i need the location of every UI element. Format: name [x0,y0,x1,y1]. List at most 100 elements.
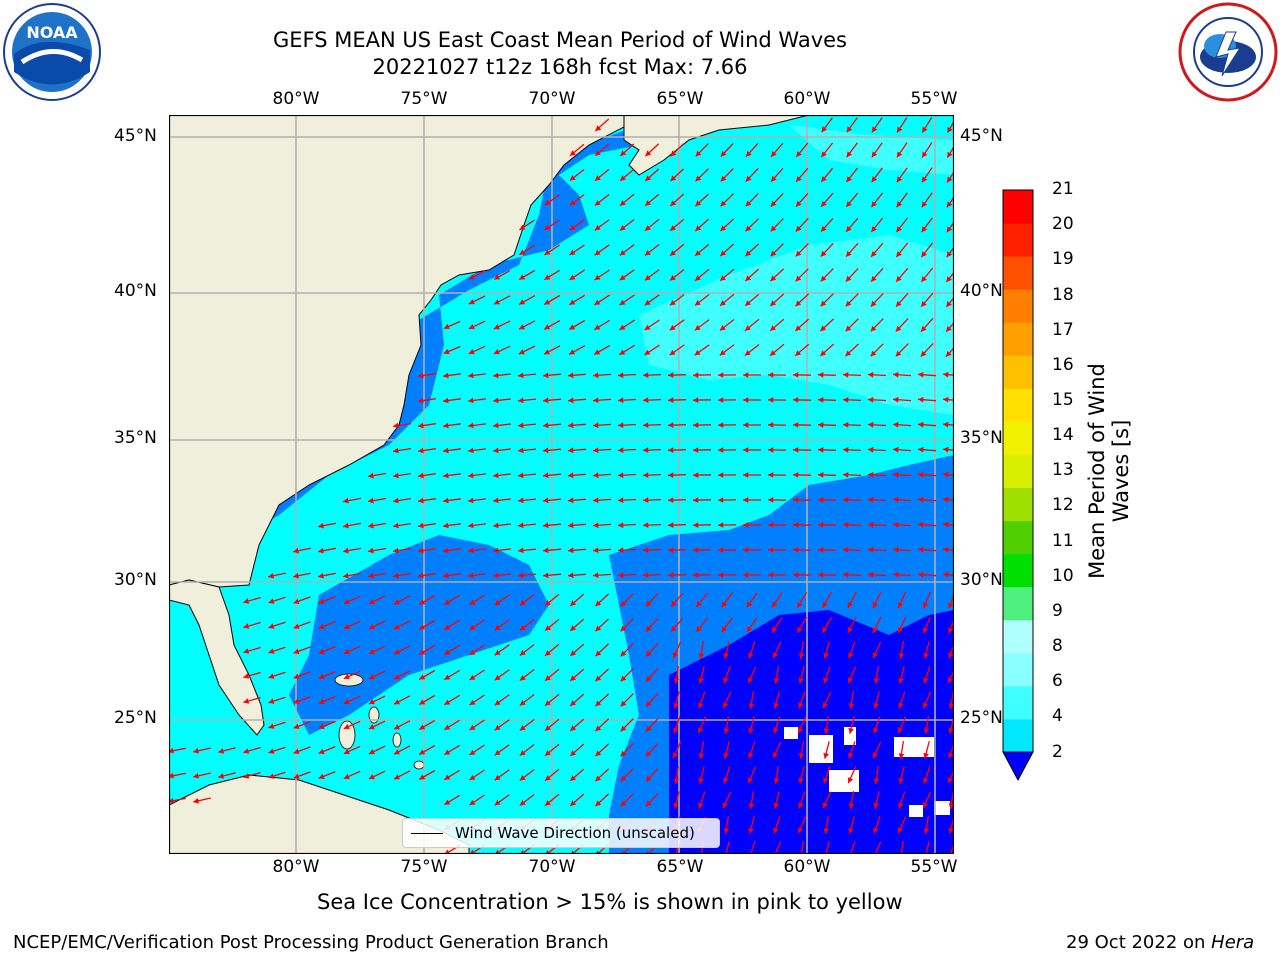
wave-direction-arrowhead [568,472,574,479]
wave-direction-arrowhead [846,201,852,207]
wave-direction-arrowhead [897,627,904,634]
wave-direction-arrowhead [493,547,499,554]
wave-direction-arrowhead [868,471,874,478]
colorbar-segment [1003,586,1033,621]
wave-direction-arrowhead [745,200,752,207]
wave-direction-arrowhead [797,601,803,608]
wave-direction-arrowhead [918,546,924,553]
colorbar-tick: 15 [1052,390,1074,410]
wave-direction-arrowhead [923,677,929,684]
wave-direction-arrowhead [393,547,399,554]
wave-direction-arrowhead [898,802,904,809]
colorbar-segment [1003,454,1033,489]
wave-direction-arrowhead [823,677,829,684]
wave-direction-arrowhead [768,422,774,428]
wave-direction-arrowhead [771,150,777,157]
wave-direction-arrowhead [494,749,501,756]
wave-direction-arrowhead [823,752,829,759]
wave-direction-arrowhead [845,300,852,307]
wave-direction-arrowhead [946,350,952,357]
wave-direction-arrowhead [843,397,849,403]
wave-direction-arrowhead [743,397,749,403]
wave-direction-arrowhead [169,772,174,779]
wave-direction-arrowhead [770,300,777,306]
wave-direction-arrowhead [823,728,830,734]
colorbar-segment [1003,190,1033,224]
lon-label-top: 80°W [272,89,320,109]
land-nova-scotia [623,115,810,176]
wave-direction-arrowhead [545,750,551,756]
wave-direction-arrowhead [493,472,499,479]
wave-direction-arrowhead [268,623,275,629]
wave-direction-arrowhead [823,828,830,834]
wave-direction-arrowhead [645,800,652,807]
noaa-logo: NOAA [3,3,101,101]
wave-direction-arrowhead [868,496,874,503]
wave-direction-arrowhead [721,601,727,608]
wave-direction-arrowhead [868,521,874,528]
wave-direction-arrowhead [871,226,877,232]
wave-direction-arrowhead [896,226,902,233]
wave-direction-arrowhead [543,372,549,379]
wave-direction-arrowhead [469,749,476,755]
wave-direction-arrowhead [519,224,526,230]
wave-direction-arrowhead [943,421,949,428]
wave-direction-arrowhead [243,748,250,754]
wave-direction-arrowhead [872,602,878,609]
wave-direction-arrowhead [748,827,754,834]
wave-direction-arrowhead [494,599,501,606]
wave-direction-arrowhead [793,497,799,503]
wave-direction-arrowhead [643,522,649,528]
wave-direction-arrowhead [243,698,250,704]
wave-direction-arrowhead [595,175,601,181]
wave-direction-arrowhead [569,349,576,355]
chart-title: GEFS MEAN US East Coast Mean Period of W… [273,28,847,52]
wave-direction-arrowhead [698,653,705,659]
wave-direction-arrowhead [394,699,400,705]
wave-direction-arrowhead [619,249,626,256]
wave-direction-arrowhead [595,600,602,607]
wave-direction-arrowhead [693,447,699,453]
wave-direction-arrowhead [795,350,801,356]
wave-direction-arrowhead [843,422,849,428]
wave-direction-arrowhead [419,599,426,605]
wave-direction-arrowhead [620,700,627,707]
wave-direction-arrowhead [620,150,627,156]
wave-direction-arrowhead [544,224,551,230]
wave-direction-arrowhead [643,422,649,428]
wave-direction-arrowhead [668,497,674,503]
wave-direction-arrowhead [898,777,904,784]
wave-direction-arrowhead [394,599,400,605]
wave-direction-arrowhead [696,626,702,632]
wave-direction-arrowhead [618,547,624,554]
wave-direction-arrowhead [493,497,499,504]
wave-direction-arrowhead [343,547,349,554]
lat-label-left: 35°N [114,428,157,448]
wave-direction-arrowhead [593,522,599,529]
wave-direction-arrowhead [493,372,499,379]
wave-direction-arrowhead [570,775,577,781]
wave-direction-arrowhead [921,201,928,208]
wave-direction-arrowhead [343,623,350,630]
wave-direction-arrowhead [694,324,701,331]
wave-direction-arrowhead [595,775,602,782]
wave-direction-arrowhead [644,274,651,281]
wave-direction-arrowhead [593,497,599,504]
wave-direction-arrowhead [770,275,777,282]
wave-direction-arrowhead [723,828,730,834]
wave-direction-arrowhead [922,602,929,609]
wave-direction-arrowhead [693,522,699,528]
wave-direction-arrowhead [318,598,325,605]
wave-direction-arrowhead [770,350,776,356]
wave-direction-arrowhead [545,675,551,681]
wave-direction-arrowhead [773,702,779,709]
wave-direction-arrowhead [619,349,626,355]
wave-direction-arrowhead [418,372,424,379]
wave-direction-arrowhead [518,547,524,554]
wave-direction-arrowhead [493,422,499,429]
wave-direction-arrowhead [793,572,799,578]
wave-direction-arrowhead [643,447,649,453]
wave-direction-arrowhead [795,300,802,307]
wave-direction-arrowhead [673,678,680,684]
wave-direction-arrowhead [693,397,699,403]
